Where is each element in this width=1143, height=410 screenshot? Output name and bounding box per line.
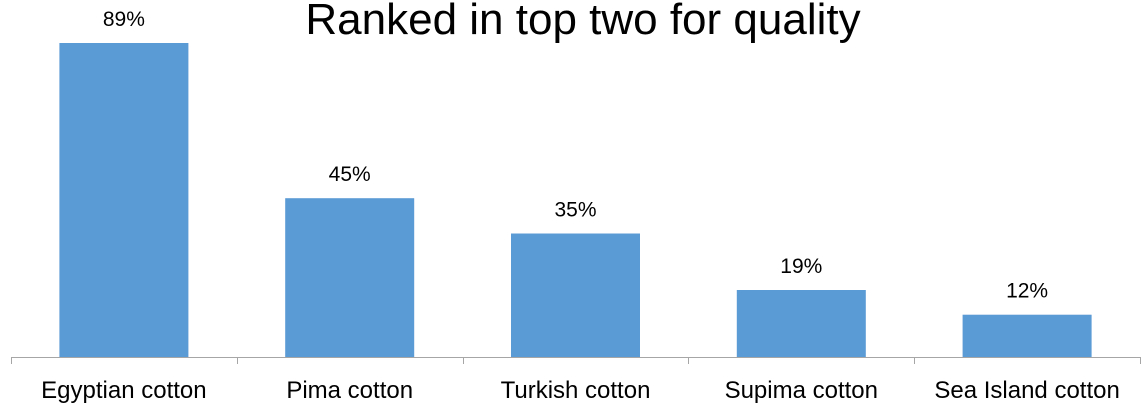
bar-supima-cotton xyxy=(736,290,866,357)
category-label: Pima cotton xyxy=(286,377,413,404)
data-label: 12% xyxy=(1006,280,1048,303)
category-label: Sea Island cotton xyxy=(934,377,1119,404)
x-axis xyxy=(11,357,1141,364)
category-labels-group: Egyptian cotton Pima cotton Turkish cotton… xyxy=(41,377,1120,404)
bars-group xyxy=(59,43,1092,357)
category-label: Turkish cotton xyxy=(501,377,651,404)
category-label: Egyptian cotton xyxy=(41,377,206,404)
bar-turkish-cotton xyxy=(511,233,640,357)
bar-egyptian-cotton xyxy=(59,43,189,357)
data-label: 35% xyxy=(554,199,596,222)
data-label: 19% xyxy=(780,255,822,278)
data-label: 89% xyxy=(103,8,145,31)
bar-sea-island-cotton xyxy=(962,314,1092,357)
chart-title: Ranked in top two for quality xyxy=(305,0,860,44)
data-labels-group: 89% 45% 35% 19% 12% xyxy=(103,8,1048,303)
bar-pima-cotton xyxy=(285,198,415,357)
data-label: 45% xyxy=(329,163,371,186)
category-label: Supima cotton xyxy=(725,377,878,404)
